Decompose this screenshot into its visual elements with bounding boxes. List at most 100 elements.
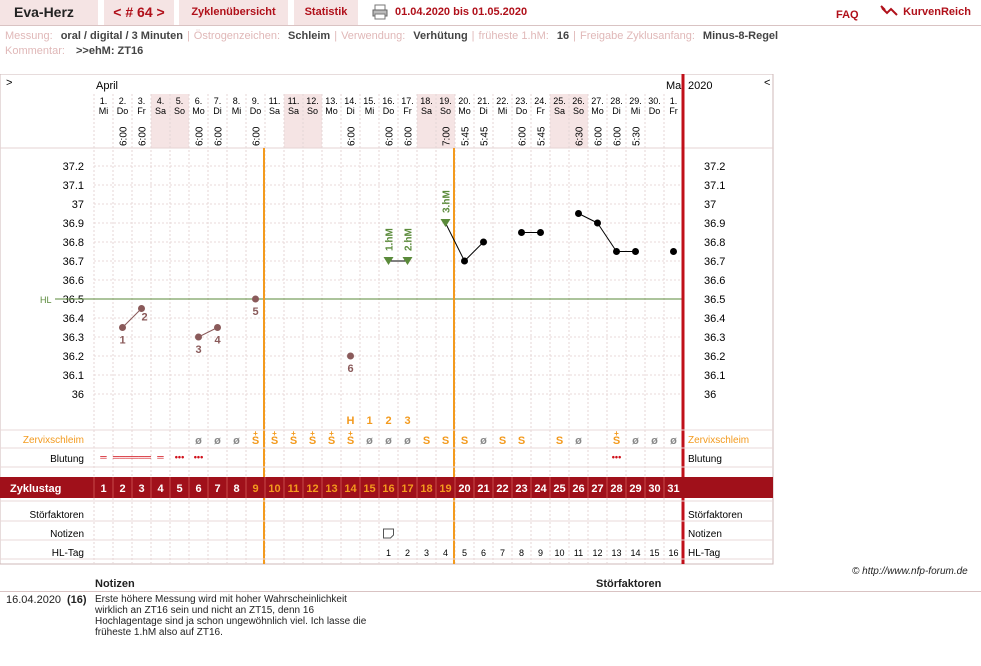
meta-value: Schleim bbox=[288, 30, 331, 42]
cycle-day: 12 bbox=[306, 483, 318, 495]
y-tick-left: 37 bbox=[72, 199, 84, 211]
faq-link[interactable]: FAQ bbox=[836, 9, 859, 21]
bleeding-mark: ═══ bbox=[112, 452, 133, 462]
cycle-day: 13 bbox=[325, 483, 337, 495]
credit[interactable]: © http://www.nfp-forum.de bbox=[852, 566, 968, 577]
meta-sep: | bbox=[471, 30, 475, 42]
row-label-notes: Notizen bbox=[50, 529, 84, 540]
mucus-plus: + bbox=[348, 429, 353, 438]
tab-cycle-overview[interactable]: Zyklenübersicht bbox=[179, 0, 288, 25]
y-tick-left: 36.4 bbox=[63, 313, 84, 325]
cycle-chart: > <April Mai 20201.Mi2.Do6:003.Fr6:004.Sa5.… bbox=[0, 74, 774, 565]
cycle-day: 27 bbox=[591, 483, 603, 495]
weekday: Do bbox=[649, 106, 661, 116]
weekday: Mo bbox=[458, 106, 471, 116]
temp-point bbox=[537, 229, 544, 236]
bleeding-mark: ═══ bbox=[131, 452, 152, 462]
weekday: Mo bbox=[591, 106, 604, 116]
hl-day: 15 bbox=[649, 548, 659, 558]
excluded-label: 1 bbox=[119, 335, 125, 347]
meta-sep: | bbox=[573, 30, 576, 42]
hl-day: 1 bbox=[386, 548, 391, 558]
cycle-day: 20 bbox=[458, 483, 470, 495]
row-label-mucus-right: Zervixschleim bbox=[688, 435, 749, 446]
weekday: So bbox=[573, 106, 584, 116]
row-label-bleeding-right: Blutung bbox=[688, 454, 722, 465]
mucus-value: S bbox=[347, 435, 354, 447]
measure-time: 6:00 bbox=[252, 126, 263, 146]
hl-day: 8 bbox=[519, 548, 524, 558]
hl-day: 3 bbox=[424, 548, 429, 558]
y-tick-right: 37.2 bbox=[704, 161, 725, 173]
hl-day: 11 bbox=[574, 548, 583, 558]
mucus-value: ø bbox=[195, 435, 202, 447]
cycle-navigator[interactable]: < # 64 > bbox=[104, 0, 174, 25]
user-name: Eva-Herz bbox=[0, 0, 98, 25]
peak-label: 2 bbox=[385, 415, 391, 427]
excluded-label: 6 bbox=[347, 363, 353, 375]
weekday: Do bbox=[117, 106, 129, 116]
peak-label: H bbox=[347, 415, 355, 427]
meta-key: früheste 1.hM: bbox=[478, 30, 549, 42]
nav-right-icon: < bbox=[764, 77, 770, 89]
print-icon[interactable] bbox=[372, 4, 388, 20]
y-tick-left: 37.2 bbox=[63, 161, 84, 173]
measure-time: 7:00 bbox=[442, 126, 453, 146]
measure-time: 6:00 bbox=[404, 126, 415, 146]
disturb-header: Störfaktoren bbox=[596, 578, 662, 590]
weekday: Mi bbox=[631, 106, 641, 116]
mucus-value: S bbox=[613, 435, 620, 447]
measure-time: 6:00 bbox=[594, 126, 605, 146]
weekday: Di bbox=[213, 106, 222, 116]
excluded-point bbox=[252, 295, 259, 303]
weekday: Fr bbox=[403, 106, 412, 116]
hl-day: 6 bbox=[481, 548, 486, 558]
meta-key: Freigabe Zyklusanfang: bbox=[579, 30, 695, 42]
meta-value: Minus-8-Regel bbox=[702, 30, 779, 42]
note-icon bbox=[383, 528, 394, 539]
cycle-day: 25 bbox=[553, 483, 565, 495]
day-number: 3. bbox=[138, 96, 146, 106]
day-number: 11. bbox=[269, 96, 281, 106]
excluded-label: 3 bbox=[195, 344, 201, 356]
temp-point bbox=[480, 238, 487, 246]
hl-day: 7 bbox=[500, 548, 505, 558]
cycle-day: 17 bbox=[401, 483, 413, 495]
measure-time: 6:00 bbox=[518, 126, 529, 146]
measure-time: 5:45 bbox=[537, 126, 548, 146]
weekday: Do bbox=[516, 106, 528, 116]
measure-time: 6:00 bbox=[138, 126, 149, 146]
weekday: Do bbox=[383, 106, 395, 116]
temp-point bbox=[670, 248, 677, 255]
cycle-day: 23 bbox=[515, 483, 527, 495]
cycle-day: 16 bbox=[382, 483, 394, 495]
measure-time: 6:00 bbox=[385, 126, 396, 146]
cycle-day: 26 bbox=[572, 483, 584, 495]
tab-statistics[interactable]: Statistik bbox=[294, 0, 358, 25]
logo[interactable]: KurvenReich bbox=[880, 2, 971, 22]
temp-segment bbox=[198, 327, 218, 338]
bleeding-mark: ═ bbox=[99, 452, 107, 462]
hl-day: 16 bbox=[668, 548, 678, 558]
cycle-day: 6 bbox=[195, 483, 201, 495]
measure-time: 6:00 bbox=[613, 126, 624, 146]
weekday: Sa bbox=[288, 106, 299, 116]
temp-segment bbox=[445, 222, 465, 262]
day-number: 1. bbox=[100, 96, 108, 106]
day-number: 12. bbox=[306, 96, 319, 106]
weekday: So bbox=[174, 106, 185, 116]
weekday: Mi bbox=[498, 106, 508, 116]
meta-sep: | bbox=[186, 30, 190, 42]
y-tick-left: 36.1 bbox=[63, 370, 84, 382]
note-date: 16.04.2020 bbox=[6, 594, 62, 606]
row-label-cycle: Zyklustag bbox=[10, 483, 61, 495]
y-tick-left: 36.2 bbox=[63, 351, 84, 363]
day-number: 11. bbox=[288, 96, 300, 106]
mucus-value: ø bbox=[366, 435, 373, 447]
measure-time: 6:00 bbox=[347, 126, 358, 146]
meta-line-1: Messung: oral / digital / 3 Minuten | Östro… bbox=[5, 30, 778, 42]
hl-day: 13 bbox=[611, 548, 621, 558]
day-number: 1. bbox=[670, 96, 678, 106]
y-tick-right: 37.1 bbox=[704, 180, 725, 192]
mucus-value: ø bbox=[480, 435, 487, 447]
